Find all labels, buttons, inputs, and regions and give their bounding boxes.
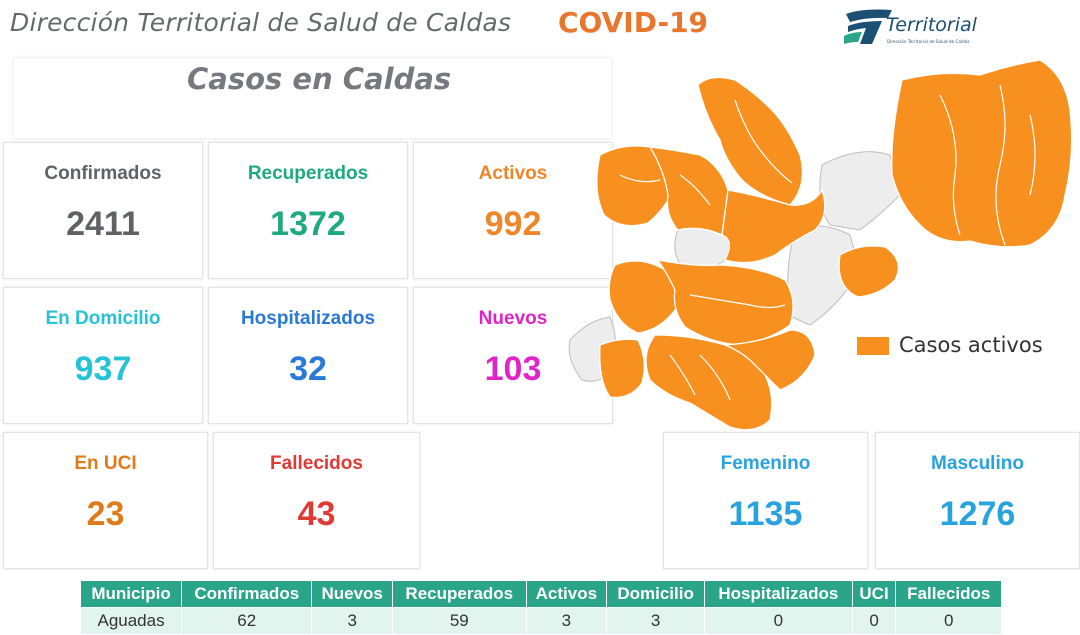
column-header[interactable]: Confirmados — [181, 580, 313, 608]
territorial-logo-icon — [844, 9, 892, 44]
card-label: Confirmados — [44, 163, 162, 184]
table-cell: 0 — [704, 607, 853, 635]
card-value: 23 — [86, 495, 125, 533]
card-label: En UCI — [74, 453, 137, 474]
column-header[interactable]: Activos — [525, 580, 608, 608]
column-header[interactable]: Domicilio — [606, 580, 706, 608]
table-header-row: Municipio Confirmados Nuevos Recuperados… — [79, 580, 1002, 608]
card-recuperados: Recuperados 1372 — [208, 142, 408, 279]
card-label: Hospitalizados — [240, 308, 376, 329]
column-header[interactable]: Hospitalizados — [704, 580, 853, 608]
logo-subtext: Dirección Territorial de Salud de Caldas — [887, 39, 970, 44]
header-title: Dirección Territorial de Salud de Caldas — [10, 8, 512, 37]
card-value: 1276 — [939, 495, 1016, 533]
card-label: Femenino — [720, 453, 811, 474]
column-header[interactable]: Municipio — [79, 580, 183, 608]
card-hospitalizados: Hospitalizados 32 — [208, 287, 408, 424]
card-activos: Activos 992 — [413, 142, 613, 279]
card-confirmados: Confirmados 2411 — [3, 142, 203, 279]
card-label: Masculino — [931, 453, 1024, 474]
column-header[interactable]: Fallecidos — [895, 580, 1002, 608]
card-value: 43 — [297, 495, 336, 533]
legend-label: Casos activos — [899, 333, 1043, 357]
municipios-table: Municipio Confirmados Nuevos Recuperados… — [79, 580, 1002, 635]
map-active-regions — [596, 59, 1073, 431]
card-masculino: Masculino 1276 — [875, 432, 1080, 569]
card-label: Recuperados — [247, 163, 369, 184]
card-value: 992 — [484, 205, 542, 243]
card-femenino: Femenino 1135 — [663, 432, 868, 569]
card-fallecidos: Fallecidos 43 — [213, 432, 420, 569]
card-value: 32 — [289, 350, 327, 388]
card-value: 1372 — [270, 205, 346, 243]
map-boundaries — [619, 84, 1036, 401]
column-header[interactable]: Nuevos — [311, 580, 393, 608]
covid-badge: COVID-19 — [558, 6, 709, 39]
page-subtitle: Casos en Caldas — [187, 62, 452, 96]
table-cell: 0 — [851, 607, 897, 635]
card-value: 937 — [74, 350, 132, 388]
card-label: En Domicilio — [45, 308, 161, 329]
table-cell: 0 — [895, 607, 1002, 635]
column-header[interactable]: UCI — [851, 580, 897, 608]
table-cell: 59 — [391, 607, 527, 635]
card-label: Nuevos — [478, 308, 548, 329]
card-value: 1135 — [728, 495, 803, 533]
caldas-map — [568, 59, 1073, 431]
logo-text: Territorial — [886, 14, 977, 36]
card-value: 103 — [484, 350, 542, 388]
table-cell: 3 — [525, 607, 608, 635]
subtitle-panel — [14, 58, 611, 138]
table-cell: 3 — [311, 607, 393, 635]
table-cell: Aguadas — [79, 607, 183, 635]
card-value: 2411 — [66, 205, 140, 243]
table-cell: 3 — [606, 607, 706, 635]
map-inactive-regions — [568, 151, 901, 382]
column-header[interactable]: Recuperados — [391, 580, 527, 608]
card-label: Activos — [478, 163, 548, 184]
table-cell: 62 — [181, 607, 313, 635]
legend-swatch — [857, 337, 889, 355]
card-label: Fallecidos — [270, 453, 363, 474]
card-uci: En UCI 23 — [3, 432, 208, 569]
card-domicilio: En Domicilio 937 — [3, 287, 203, 424]
table-row: Aguadas 62 3 59 3 3 0 0 0 — [79, 607, 1002, 635]
